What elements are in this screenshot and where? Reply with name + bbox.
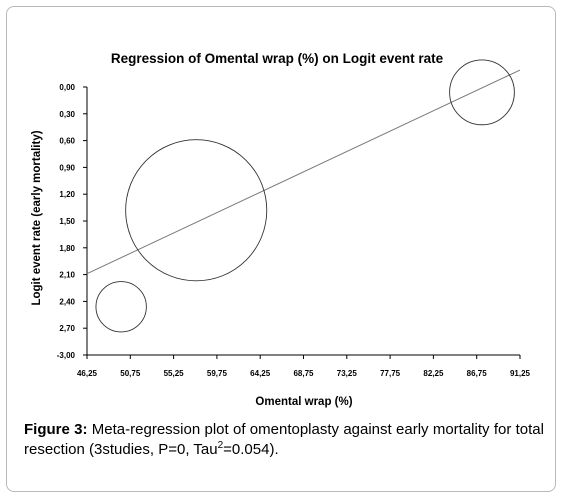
regression-line bbox=[86, 69, 521, 275]
y-tick-label: 2,40 bbox=[59, 297, 75, 306]
x-tick-label: 68,75 bbox=[293, 369, 314, 378]
y-axis-label: Logit event rate (early mortality) bbox=[31, 130, 43, 305]
y-tick-label: 1,20 bbox=[59, 190, 75, 199]
study-bubble bbox=[95, 281, 147, 333]
caption-label: Figure 3: bbox=[24, 421, 88, 438]
x-tick-label: 59,75 bbox=[207, 369, 228, 378]
caption-text-end: =0.054). bbox=[223, 441, 279, 458]
y-tick-label: 1,80 bbox=[59, 244, 75, 253]
x-tick-label: 46,25 bbox=[77, 369, 98, 378]
x-tick-label: 82,25 bbox=[423, 369, 444, 378]
x-axis-label: Omental wrap (%) bbox=[255, 396, 352, 408]
meta-regression-chart: Regression of Omental wrap (%) on Logit … bbox=[31, 51, 531, 408]
y-tick-label: 2,10 bbox=[59, 271, 75, 280]
chart-title: Regression of Omental wrap (%) on Logit … bbox=[111, 51, 444, 66]
study-bubble bbox=[449, 59, 515, 126]
y-tick-label: 0,30 bbox=[59, 110, 75, 119]
y-tick-label: 1,50 bbox=[59, 217, 75, 226]
x-tick-label: 77,75 bbox=[380, 369, 401, 378]
y-tick-label: 0,00 bbox=[59, 83, 75, 92]
x-tick-label: 73,25 bbox=[337, 369, 358, 378]
x-tick-label: 64,25 bbox=[250, 369, 271, 378]
study-bubble bbox=[125, 139, 268, 282]
x-tick-label: 86,75 bbox=[467, 369, 488, 378]
y-tick-label: 2,70 bbox=[59, 324, 75, 333]
x-tick-label: 91,25 bbox=[510, 369, 531, 378]
x-tick-label: 55,25 bbox=[164, 369, 185, 378]
caption-text: Meta-regression plot of omentoplasty aga… bbox=[24, 421, 544, 458]
y-tick-label: 0,60 bbox=[59, 137, 75, 146]
y-tick-label: 0,90 bbox=[59, 163, 75, 172]
caption-superscript: 2 bbox=[217, 440, 224, 451]
figure-frame bbox=[6, 6, 556, 492]
x-tick-label: 50,75 bbox=[120, 369, 141, 378]
y-tick-label: -3,00 bbox=[57, 351, 76, 360]
figure-caption: Figure 3: Meta-regression plot of omento… bbox=[24, 420, 544, 460]
